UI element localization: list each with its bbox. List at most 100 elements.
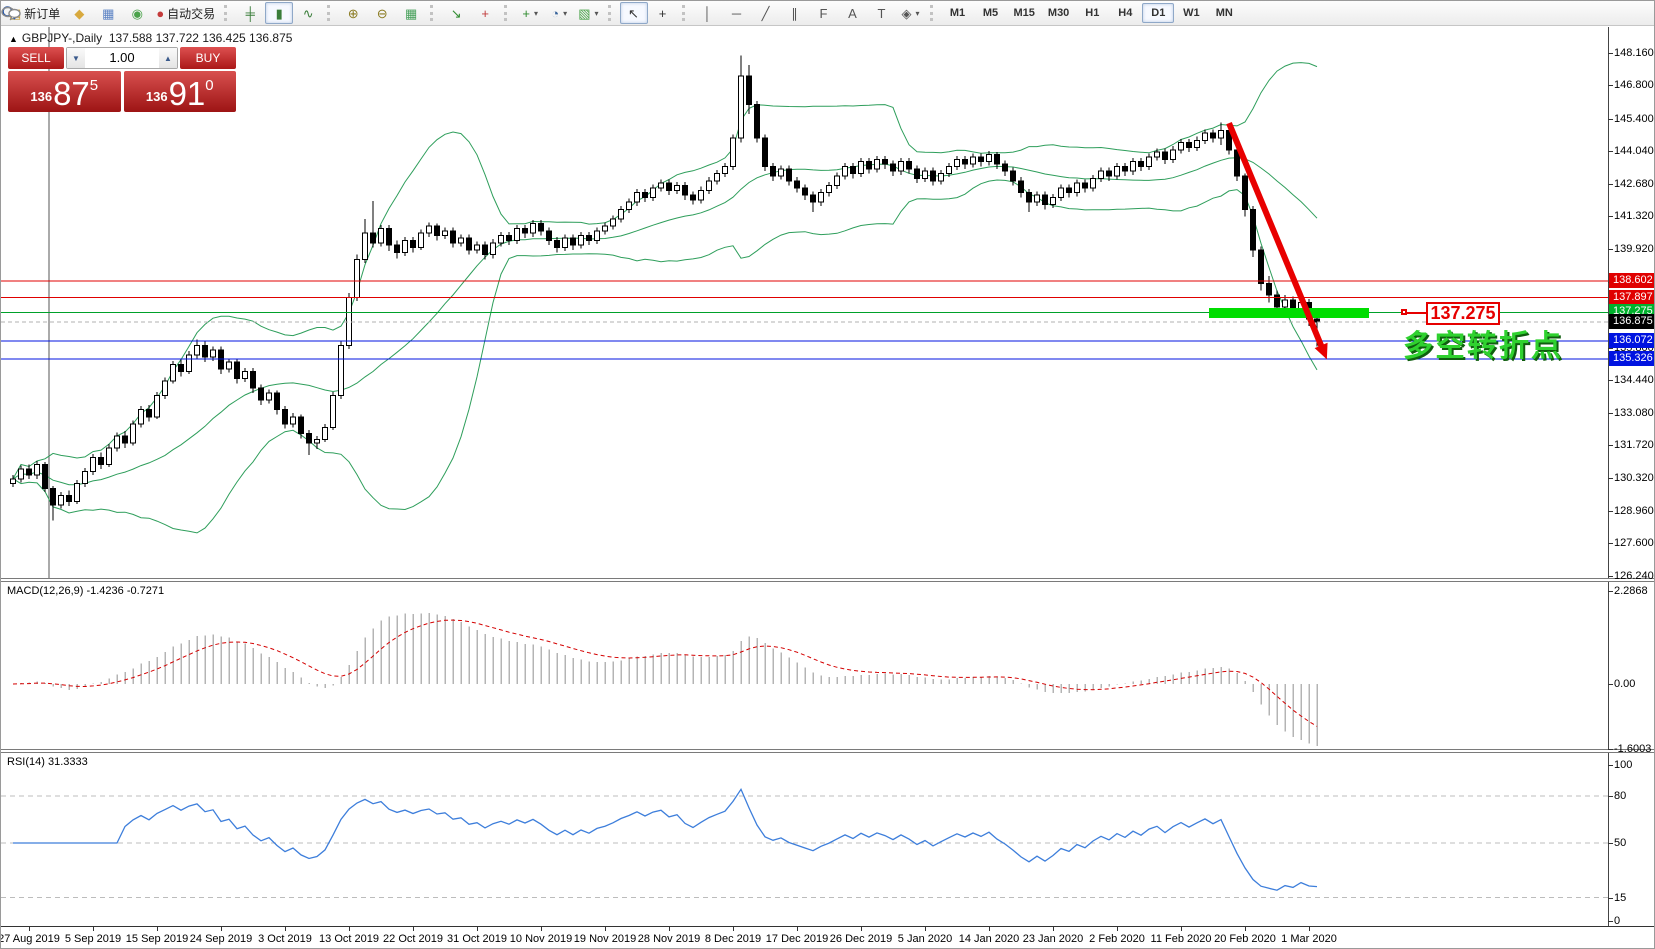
fibonacci-button[interactable]: F [810, 2, 838, 24]
market-watch-button[interactable]: ◆ [65, 2, 93, 24]
price-tag-annotation[interactable]: 137.275 [1426, 302, 1500, 325]
timeframe-m5[interactable]: M5 [982, 7, 999, 19]
arrows-dropdown[interactable]: ◈ ▾ [897, 2, 925, 24]
zoom-out-button[interactable]: ⊖ [368, 2, 396, 24]
macd-indicator-label: MACD(12,26,9) -1.4236 -0.7271 [7, 585, 165, 597]
signal-button[interactable]: ◉ [123, 2, 151, 24]
price-tick-label: 145.400 [1608, 112, 1654, 125]
collapse-panel-icon[interactable]: ▲ [9, 34, 18, 44]
auto-trading-button[interactable]: ● 自动交易 [152, 2, 219, 24]
cursor-icon: ↖ [628, 5, 639, 21]
date-tick [29, 927, 30, 931]
candlestick-chart-icon: ▮ [275, 5, 283, 21]
equidistant-channel-icon: ∥ [791, 5, 798, 21]
date-tick [285, 927, 286, 931]
price-tick-label: 139.920 [1608, 243, 1654, 256]
data-window-icon: ▦ [102, 5, 115, 21]
sell-price-tile[interactable]: 136 87 5 [8, 71, 121, 112]
timeframe-h4[interactable]: H4 [1118, 7, 1133, 19]
crosshair-pointer-button[interactable]: + [471, 2, 499, 24]
chat-icon[interactable] [1, 5, 21, 21]
macd-panel-separator[interactable] [1, 578, 1654, 582]
rsi-axis-label: 100 [1607, 759, 1633, 771]
date-label: 17 Dec 2019 [765, 933, 829, 945]
zoom-in-button[interactable]: ⊕ [339, 2, 367, 24]
date-tick [93, 927, 94, 931]
trade-panel-price-row: 136 87 5 136 91 0 [8, 71, 236, 112]
candlestick-chart-button[interactable]: ▮ [265, 2, 294, 24]
text-label-button[interactable]: T [868, 2, 896, 24]
line-chart-icon: ∿ [302, 5, 314, 21]
add-indicator-dropdown[interactable]: + ▾ [516, 2, 544, 24]
main-chart-canvas[interactable] [1, 27, 1608, 578]
equidistant-channel-button[interactable]: ∥ [781, 2, 809, 24]
data-window-button[interactable]: ▦ [94, 2, 122, 24]
rsi-line [13, 787, 1318, 891]
toolbar-separator [681, 5, 689, 21]
vertical-line-button[interactable]: │ [694, 2, 722, 24]
bid-price-label: 136.875 [1609, 314, 1654, 330]
turning-point-note[interactable]: 多空转折点 [1403, 330, 1563, 363]
date-label: 11 Feb 2020 [1150, 933, 1212, 945]
horizontal-line-button[interactable]: ─ [723, 2, 751, 24]
buy-price-tile[interactable]: 136 91 0 [123, 71, 236, 112]
date-tick [541, 927, 542, 931]
down-trend-arrow [1226, 121, 1327, 353]
crosshair-button[interactable]: + [649, 2, 677, 24]
ohlc-low: 136.425 [202, 31, 246, 45]
level-price-label: 138.602 [1609, 272, 1654, 288]
market-watch-icon: ◆ [74, 5, 85, 21]
volume-input[interactable]: 1.00 [109, 50, 135, 65]
price-tick-label: 133.080 [1608, 406, 1654, 419]
date-label: 28 Nov 2019 [637, 933, 701, 945]
trendline-button[interactable]: ╱ [752, 2, 780, 24]
timeframe-m15[interactable]: M15 [1013, 7, 1035, 19]
timeframe-mn[interactable]: MN [1215, 7, 1233, 19]
tile-windows-button[interactable]: ▦ [397, 2, 425, 24]
buy-price-sup: 0 [205, 77, 214, 94]
bar-chart-button[interactable]: ╪ [236, 2, 264, 24]
macd-panel-canvas[interactable] [1, 582, 1608, 748]
support-highlight-rect [1209, 308, 1369, 318]
toolbar-separator [327, 5, 334, 21]
volume-decrease-button[interactable]: ▼ [67, 48, 85, 68]
text-button[interactable]: A [839, 2, 867, 24]
rsi-panel-separator[interactable] [1, 749, 1654, 753]
price-tick-label: 148.160 [1608, 47, 1654, 59]
ohlc-close: 136.875 [249, 31, 293, 45]
timeframe-h1[interactable]: H1 [1085, 7, 1100, 19]
date-label: 15 Sep 2019 [125, 933, 189, 945]
price-tag-anchor[interactable] [1401, 309, 1407, 315]
line-chart-button[interactable]: ∿ [294, 2, 322, 24]
date-tick [1117, 927, 1118, 931]
fibonacci-icon: F [819, 5, 828, 21]
price-tick-label: 131.720 [1608, 438, 1654, 451]
date-label: 5 Jan 2020 [897, 933, 953, 945]
sell-button[interactable]: SELL [8, 47, 64, 69]
vertical-line-icon: │ [703, 5, 712, 21]
timeframe-w1[interactable]: W1 [1183, 7, 1200, 19]
new-order-button-label: 新订单 [24, 6, 61, 21]
chart-properties-button[interactable]: ▧ ▾ [574, 2, 602, 24]
volume-increase-button[interactable]: ▲ [159, 48, 177, 68]
indicators-button[interactable]: ↘ [442, 2, 470, 24]
one-click-trade-panel: SELL ▼ 1.00 ▲ BUY 136 87 5 136 91 0 [8, 47, 236, 112]
buy-button[interactable]: BUY [180, 47, 236, 69]
period-dropdown[interactable]: ◔ ▾ [545, 2, 573, 24]
timeframe-d1[interactable]: D1 [1142, 3, 1175, 23]
rsi-panel-canvas[interactable] [1, 753, 1608, 925]
date-tick [1053, 927, 1054, 931]
cursor-button[interactable]: ↖ [619, 2, 648, 24]
main-toolbar: ▤新订单◆▦◉●自动交易╪▮∿⊕⊖▦↘++▾◔▾▧▾↖+│─╱∥FAT◈▾M1M… [1, 1, 1654, 26]
toolbar-separator [430, 5, 437, 21]
buy-price-big: 91 [168, 75, 206, 112]
timeframe-m30[interactable]: M30 [1047, 7, 1070, 19]
buy-price-prefix: 136 [145, 89, 168, 104]
timeframe-m1[interactable]: M1 [949, 7, 966, 19]
signal-icon: ◉ [131, 5, 143, 21]
price-tag-leader-line [1407, 312, 1426, 314]
volume-stepper: ▼ 1.00 ▲ [66, 47, 178, 69]
date-tick [1181, 927, 1182, 931]
ohlc-open: 137.588 [108, 31, 153, 45]
dropdown-caret-icon: ▾ [915, 8, 920, 18]
